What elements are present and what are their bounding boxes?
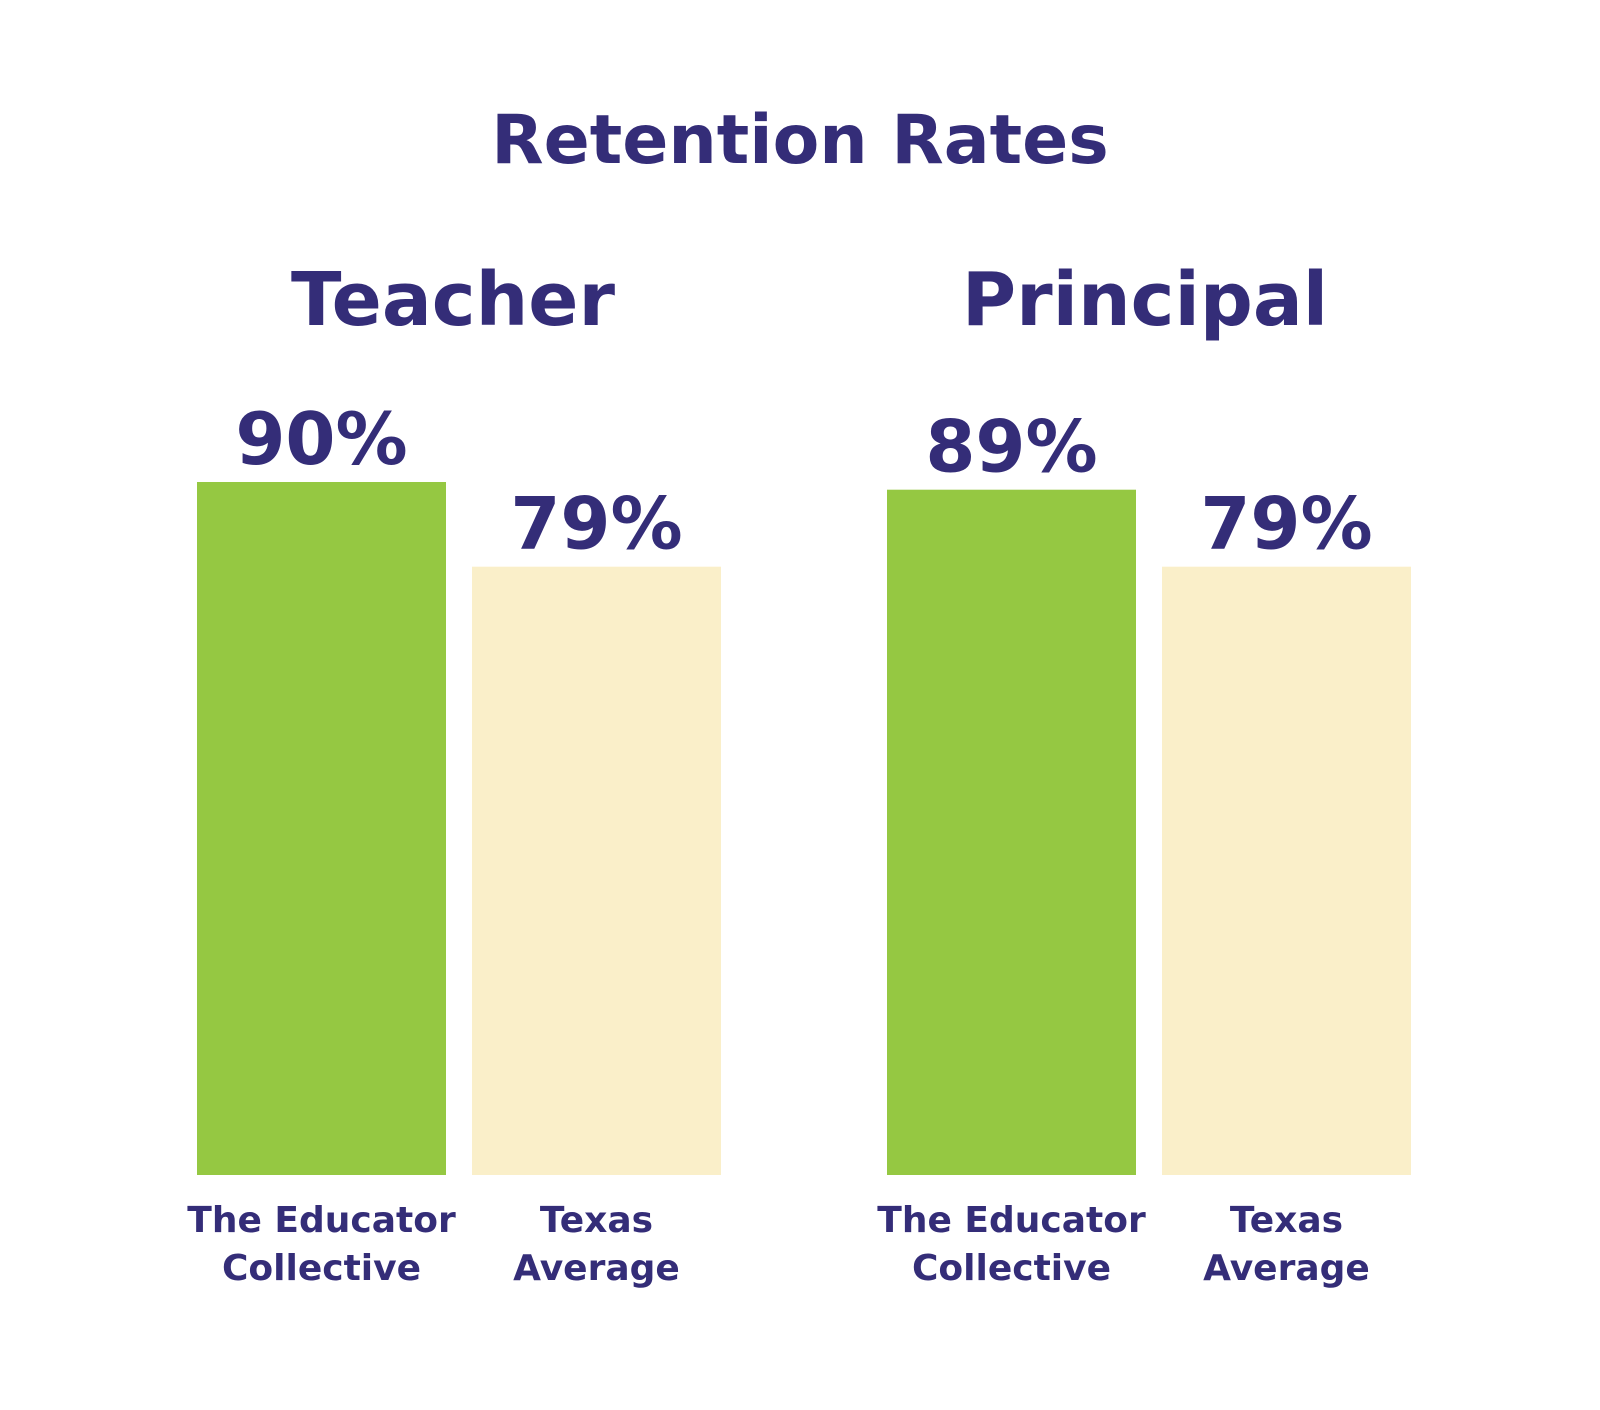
panel-principal: Principal 89% The Educator Collective 79% Tex… <box>877 257 1411 1289</box>
bar-principal-1 <box>887 489 1136 1175</box>
value-label: 79% <box>1200 482 1372 566</box>
chart-title: Retention Rates <box>491 101 1108 180</box>
category-label: Texas <box>1230 1200 1343 1241</box>
bar-teacher-1 <box>197 482 446 1175</box>
category-label: Average <box>1203 1248 1370 1289</box>
panel-subtitle: Principal <box>962 257 1328 343</box>
bar-teacher-2 <box>472 566 721 1175</box>
panel-subtitle: Teacher <box>291 257 616 343</box>
category-label: Collective <box>912 1248 1111 1289</box>
category-label: Texas <box>540 1200 653 1241</box>
panel-teacher: Teacher 90% The Educator Collective 79% Texas… <box>187 257 721 1289</box>
chart-panels: Teacher 90% The Educator Collective 79% Texas… <box>187 257 1411 1289</box>
bar-principal-2 <box>1162 566 1411 1175</box>
category-label: Collective <box>222 1248 421 1289</box>
value-label: 90% <box>235 397 407 481</box>
category-label: Average <box>513 1248 680 1289</box>
category-label: The Educator <box>187 1200 456 1241</box>
value-label: 89% <box>925 405 1097 489</box>
value-label: 79% <box>510 482 682 566</box>
category-label: The Educator <box>877 1200 1146 1241</box>
